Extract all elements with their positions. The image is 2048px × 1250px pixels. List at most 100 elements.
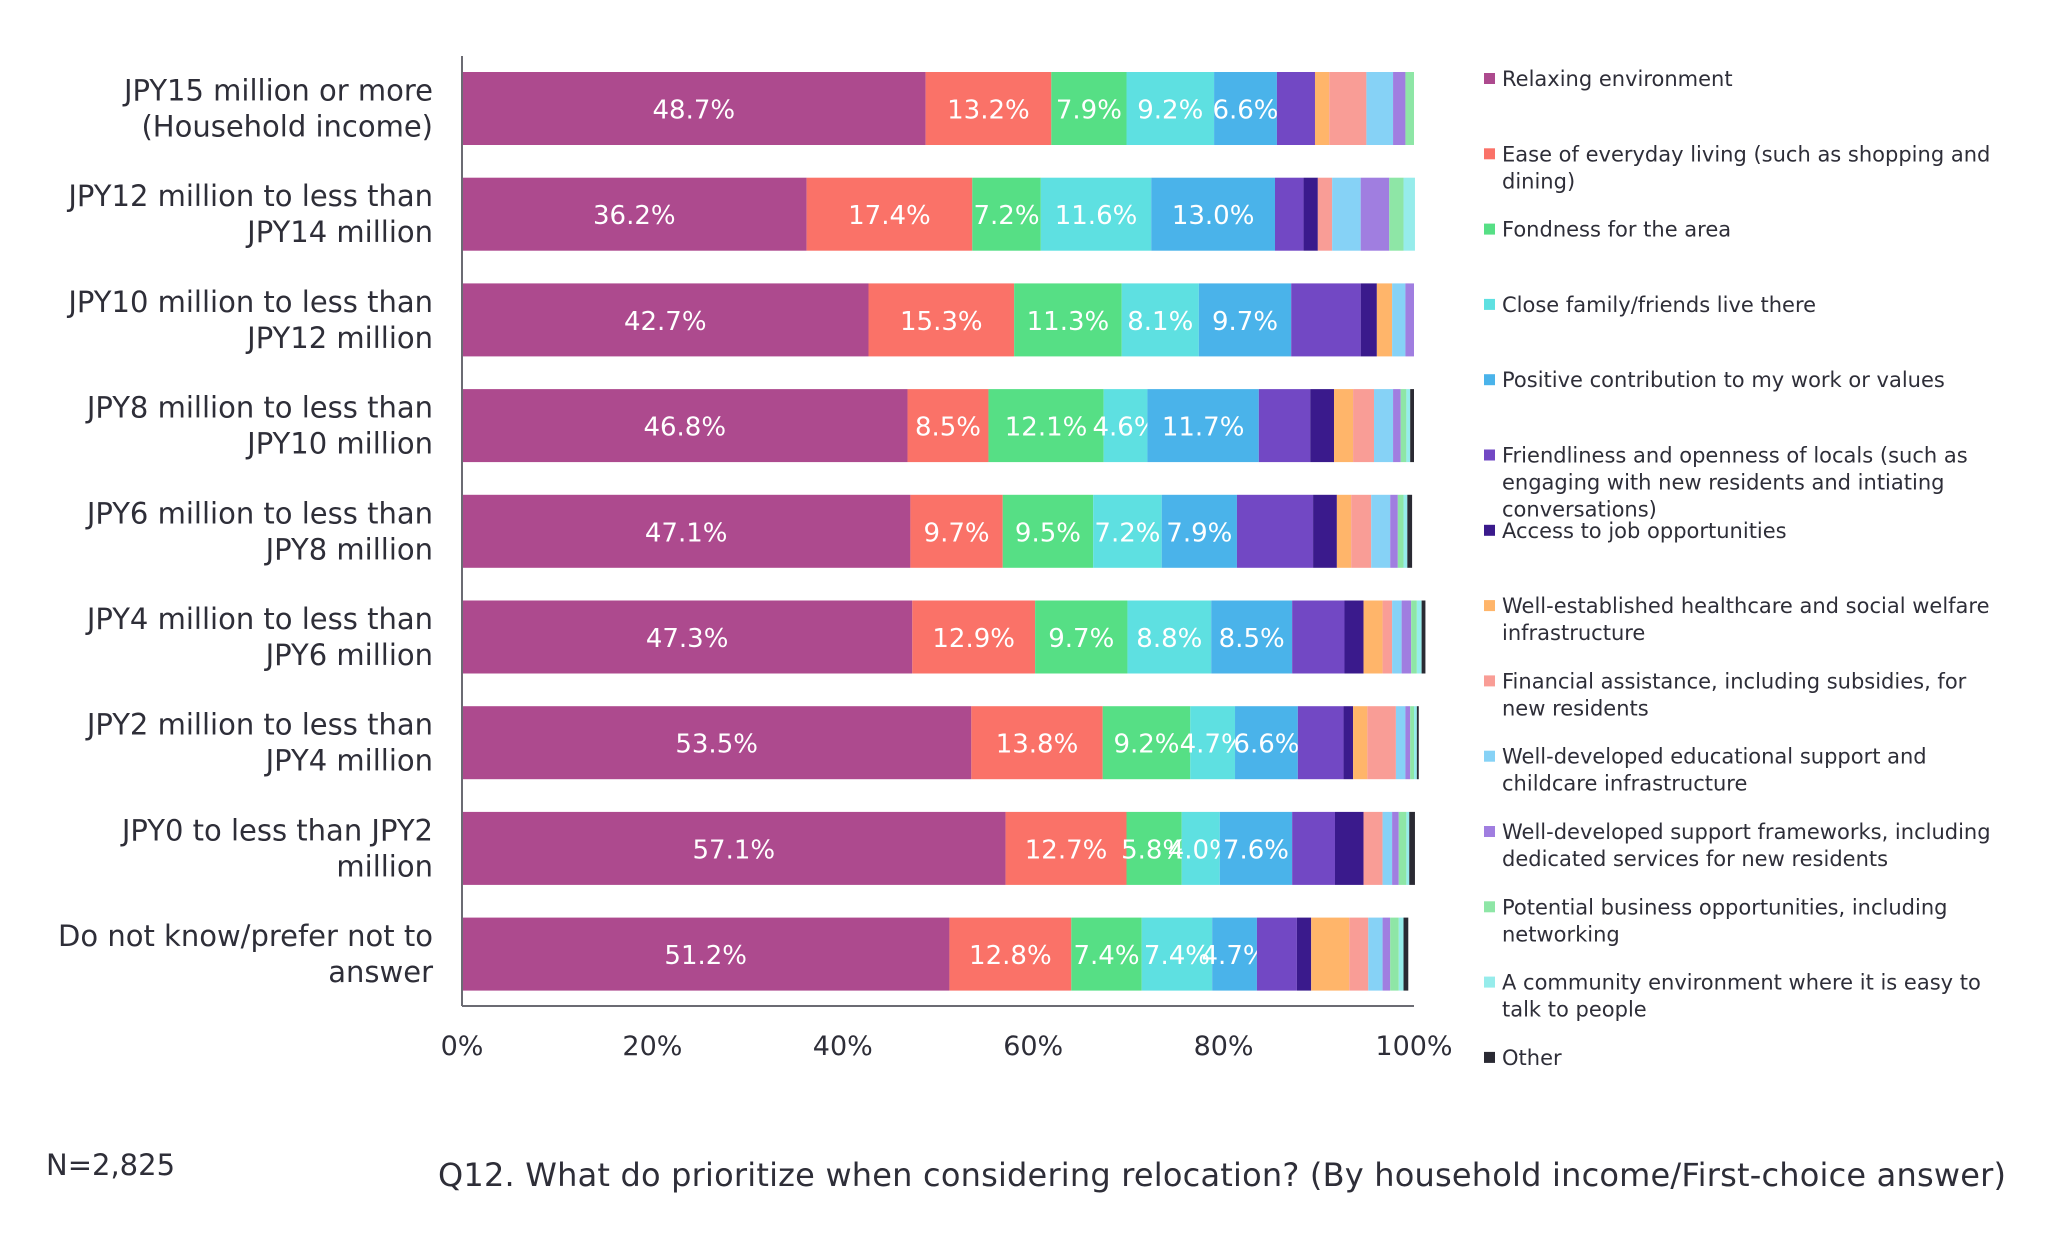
- bar-segment: [1275, 177, 1304, 251]
- legend: Relaxing environment Ease of everyday liv…: [1484, 67, 1991, 1070]
- data-label: 15.3%: [900, 307, 983, 337]
- legend-entry: Ease of everyday living (such as shoppin…: [1502, 142, 1990, 193]
- bar-segment: [1121, 283, 1199, 357]
- x-tick-label: 40%: [813, 1031, 873, 1062]
- bar-segment: [1414, 706, 1417, 780]
- bar-segment: [1411, 600, 1417, 674]
- bar-segment: [1126, 72, 1215, 145]
- legend-entry: Other: [1502, 1046, 1562, 1070]
- data-label: 9.7%: [1212, 307, 1278, 337]
- bar-segment: [1127, 600, 1212, 674]
- category-label-line: JPY2 million to less than: [85, 708, 433, 742]
- bar-segment: [1403, 494, 1408, 568]
- bar-segment: [1392, 600, 1402, 674]
- data-label: 6.6%: [1212, 96, 1278, 126]
- bar-segment: [949, 917, 1072, 991]
- bar-segment: [1313, 494, 1337, 568]
- bar-segment: [1219, 811, 1293, 885]
- category-label-line: JPY10 million: [245, 427, 433, 461]
- legend-entry-line: Well-developed educational support and: [1502, 745, 1927, 769]
- bar-segment: [1235, 706, 1298, 780]
- category-label-line: JPY6 million to less than: [85, 496, 433, 530]
- legend-swatch: [1484, 750, 1495, 762]
- bar-segment: [1291, 283, 1361, 357]
- bar-segment: [1393, 389, 1401, 463]
- legend-entry: Well-developed educational support and ch…: [1502, 745, 1927, 796]
- bar-segment: [1014, 283, 1122, 357]
- x-axis: 0% 20% 40% 60% 80% 100%: [441, 56, 1453, 1062]
- legend-entry: Fondness for the area: [1502, 218, 1731, 242]
- data-label: 7.9%: [1056, 96, 1122, 126]
- bar-segment: [1236, 494, 1314, 568]
- legend-entry-line: infrastructure: [1502, 621, 1645, 645]
- x-tick-label: 0%: [441, 1031, 484, 1062]
- bars-layer: 48.7% 13.2% 7.9% 9.2% 6.6% 36.2% 17.4% 7.2% 11.6…: [462, 72, 1426, 991]
- bar-segment: [1403, 917, 1409, 991]
- category-label-line: JPY12 million: [245, 321, 433, 355]
- data-label: 7.4%: [1073, 941, 1139, 971]
- bar-segment: [1405, 72, 1414, 145]
- bar-segment: [1390, 917, 1399, 991]
- legend-swatch: [1484, 600, 1495, 612]
- bar-segment: [1317, 177, 1333, 251]
- bar-segment: [1040, 177, 1152, 251]
- data-label: 36.2%: [593, 201, 676, 231]
- bar-segment: [462, 283, 869, 357]
- legend-swatch: [1484, 298, 1495, 310]
- data-label: 12.9%: [932, 624, 1015, 654]
- bar-segment: [1147, 389, 1259, 463]
- bar-segment: [988, 389, 1104, 463]
- data-label: 57.1%: [692, 835, 775, 865]
- legend-swatch: [1484, 449, 1495, 461]
- bar-segment: [907, 389, 989, 463]
- bar-segment: [1310, 389, 1335, 463]
- bar-segment: [1311, 917, 1350, 991]
- legend-entry: Close family/friends live there: [1502, 293, 1816, 317]
- bar-segment: [1005, 811, 1127, 885]
- legend-entry: Financial assistance, including subsidie…: [1502, 669, 1967, 720]
- bar-segment: [462, 389, 908, 463]
- legend-entry-line: Access to job opportunities: [1502, 519, 1787, 543]
- bar-segment: [1126, 811, 1182, 885]
- data-label: 4.7%: [1202, 941, 1268, 971]
- category-label-line: JPY8 million to less than: [85, 391, 433, 425]
- bar-segment: [972, 177, 1041, 251]
- bar-segment: [1421, 600, 1426, 674]
- bar-segment: [1329, 72, 1367, 145]
- legend-entry-line: Potential business opportunities, includ…: [1502, 895, 1947, 919]
- bar-segment: [1360, 177, 1390, 251]
- data-label: 8.5%: [1219, 624, 1285, 654]
- bar-segment: [1198, 283, 1292, 357]
- bar-segment: [1349, 917, 1369, 991]
- category-label: JPY6 million to less than JPY8 million: [85, 496, 433, 566]
- data-label: 6.6%: [1233, 730, 1299, 760]
- bar-segment: [1336, 494, 1352, 568]
- data-label: 9.2%: [1137, 96, 1203, 126]
- bar-segment: [1392, 811, 1399, 885]
- bar-segment: [1410, 389, 1414, 463]
- category-label-line: (Household income): [141, 110, 433, 144]
- bar-segment: [1405, 706, 1411, 780]
- category-label: JPY8 million to less than JPY10 million: [85, 391, 433, 461]
- category-label-line: JPY12 million to less than: [66, 179, 433, 213]
- data-label: 47.3%: [646, 624, 729, 654]
- legend-entry: Well-established healthcare and social w…: [1502, 594, 1990, 645]
- legend-swatch: [1484, 675, 1495, 687]
- bar-segment: [1211, 600, 1293, 674]
- bar-segment: [1002, 494, 1094, 568]
- bar-segment: [971, 706, 1103, 780]
- bar-segment: [1382, 811, 1393, 885]
- bar-segment: [1190, 706, 1236, 780]
- bar-segment: [1292, 811, 1335, 885]
- bar-segment: [1405, 283, 1414, 357]
- category-label: JPY2 million to less than JPY4 million: [85, 708, 433, 778]
- legend-entry-line: Other: [1502, 1046, 1562, 1070]
- legend-entry: Well-developed support frameworks, inclu…: [1502, 820, 1991, 871]
- legend-entry-line: A community environment where it is easy…: [1502, 971, 1981, 995]
- category-label-line: JPY10 million to less than: [66, 285, 433, 319]
- legend-entry-line: conversations): [1502, 498, 1657, 522]
- legend-swatch: [1484, 223, 1495, 235]
- data-label: 53.5%: [675, 730, 758, 760]
- legend-swatch: [1484, 1051, 1495, 1063]
- data-label: 7.9%: [1166, 518, 1232, 548]
